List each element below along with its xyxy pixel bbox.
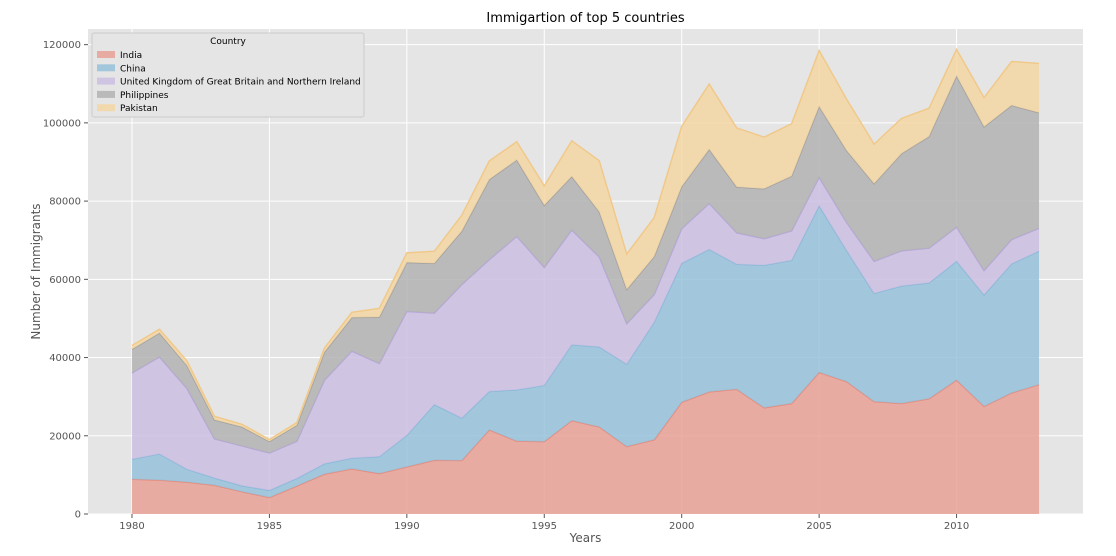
legend-label: Philippines xyxy=(120,91,169,101)
legend-label: India xyxy=(120,51,142,61)
x-axis-ticks: 1980 1985 1990 1995 2000 2005 2010 xyxy=(119,514,969,532)
x-tick-label: 1995 xyxy=(532,521,557,532)
legend-label: China xyxy=(120,64,146,74)
y-axis-label: Number of Immigrants xyxy=(29,203,43,339)
x-tick-label: 1990 xyxy=(394,521,419,532)
y-tick-label: 100000 xyxy=(43,118,81,129)
area-pakistan xyxy=(131,49,1040,442)
legend: Country India China United Kingdom of Grea… xyxy=(91,32,365,118)
x-tick-label: 1980 xyxy=(119,521,144,532)
stacked-areas xyxy=(131,47,1040,514)
legend-items: India China United Kingdom of Great Britai… xyxy=(97,51,361,114)
y-axis-ticks: 0 20000 40000 60000 80000 100000 120000 xyxy=(43,40,88,521)
legend-label: United Kingdom of Great Britain and Nort… xyxy=(120,78,361,88)
x-tick-label: 2000 xyxy=(669,521,694,532)
legend-swatch xyxy=(97,90,115,98)
y-tick-label: 80000 xyxy=(49,197,81,208)
x-tick-label: 1985 xyxy=(257,521,282,532)
legend-title: Country xyxy=(210,37,246,47)
y-tick-label: 0 xyxy=(75,510,81,521)
line-pakistan xyxy=(131,47,1040,441)
legend-swatch xyxy=(97,104,115,112)
area-india xyxy=(131,372,1040,514)
y-tick-label: 60000 xyxy=(49,275,81,286)
area-china xyxy=(131,205,1040,498)
legend-swatch xyxy=(97,51,115,58)
y-tick-label: 20000 xyxy=(49,431,81,442)
y-tick-label: 120000 xyxy=(43,40,81,51)
x-axis-label: Years xyxy=(569,531,602,545)
legend-swatch xyxy=(97,64,115,72)
legend-box xyxy=(91,32,365,118)
chart-title: Immigartion of top 5 countries xyxy=(486,11,685,26)
y-tick-label: 40000 xyxy=(49,353,81,364)
legend-label: Pakistan xyxy=(120,104,158,114)
area-united-kingdom-of-great-britain-and-northern-ireland xyxy=(131,177,1040,491)
x-tick-label: 2010 xyxy=(944,521,969,532)
area-philippines xyxy=(131,76,1040,454)
legend-swatch xyxy=(97,77,115,85)
x-tick-label: 2005 xyxy=(806,521,831,532)
